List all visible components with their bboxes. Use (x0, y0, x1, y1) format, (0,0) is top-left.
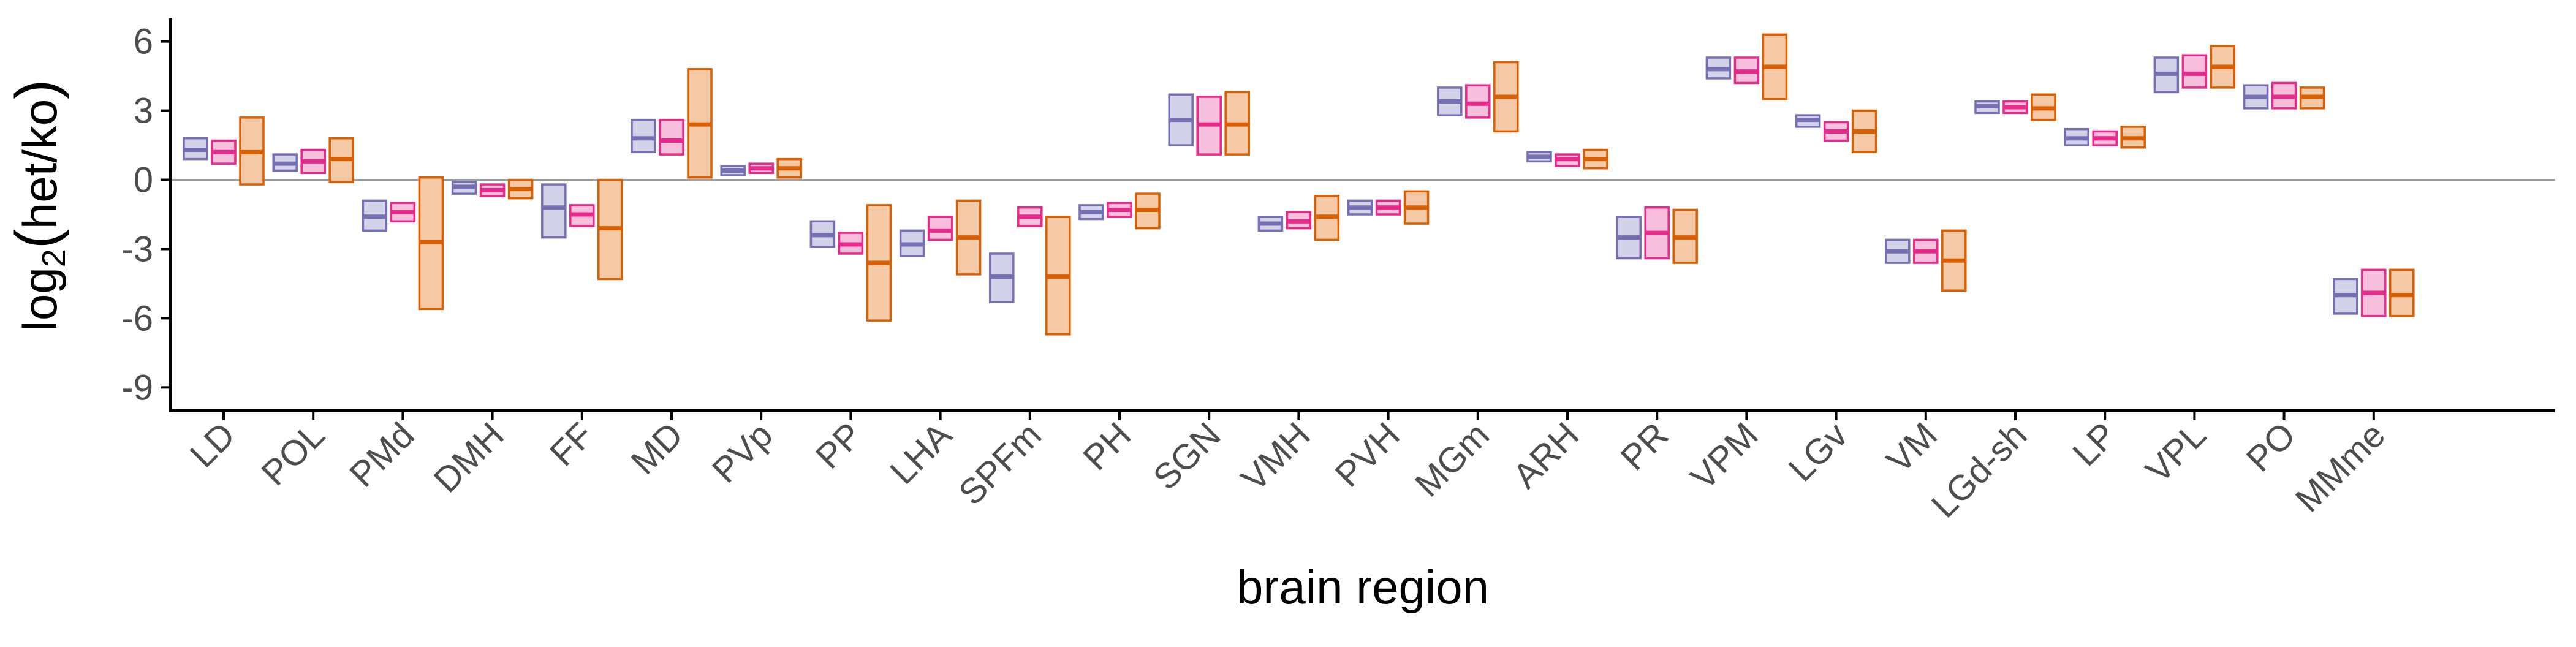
x-tick-label-spfm: SPFm (951, 415, 1049, 513)
x-tick-label-vpl: VPL (2138, 415, 2213, 490)
bar-vpl-s2 (2181, 54, 2208, 89)
x-tick-label-lgd-sh: LGd-sh (1924, 415, 2034, 525)
x-tick-label-ld: LD (183, 415, 243, 475)
y-axis-title: log2(het/ko) (4, 80, 72, 331)
y-tick-label: -3 (121, 229, 153, 269)
bar-mmme-s3 (2389, 268, 2415, 317)
x-tick-label-pmd: PMd (342, 415, 422, 494)
bar-md-s1 (631, 118, 656, 154)
x-tick-label-mmme: MMme (2288, 415, 2393, 520)
y-tick-label: 0 (134, 161, 153, 200)
y-axis-title-paren-close: ) (4, 80, 69, 99)
x-tick-label-md: MD (623, 415, 691, 482)
y-axis-title-log: log (13, 267, 67, 331)
x-tick-label-pr: PR (1613, 415, 1676, 478)
x-tick-label-vmh: VMH (1233, 415, 1317, 499)
x-tick-label-arh: ARH (1506, 415, 1587, 496)
y-tick-label: 3 (134, 91, 153, 131)
bar-mgm-s2 (1465, 84, 1491, 119)
bar-ff-s1 (541, 183, 567, 239)
y-ticks-group: 6 3 0 -3 -6 -9 (121, 22, 170, 407)
y-axis-title-inner: het/ko (13, 99, 67, 229)
x-tick-label-ph: PH (1075, 415, 1138, 478)
x-tick-label-dmh: DMH (426, 415, 511, 500)
bars-group (183, 33, 2415, 336)
y-tick-label: 6 (134, 22, 153, 62)
x-tick-label-po: PO (2239, 415, 2303, 479)
x-tick-label-lha: LHA (882, 415, 960, 492)
x-tick-label-pvh: PVH (1327, 415, 1407, 494)
bar-lha-s2 (927, 216, 953, 241)
y-axis-title-paren-open: ( (4, 229, 69, 249)
x-tick-label-pp: PP (808, 415, 870, 477)
x-tick-label-sgn: SGN (1146, 415, 1229, 498)
x-tick-label-ff: FF (542, 415, 601, 474)
axes-group (169, 18, 2555, 412)
x-tick-label-lgv: LGv (1781, 415, 1855, 489)
x-tick-label-lp: LP (2065, 415, 2124, 474)
y-axis-title-subscript: 2 (36, 249, 72, 267)
y-tick-label: -9 (121, 368, 153, 407)
x-tick-label-vm: VM (1879, 415, 1945, 480)
x-tick-label-pvp: PVp (705, 415, 780, 490)
x-tick-label-pol: POL (254, 415, 332, 493)
x-tick-label-vpm: VPM (1683, 415, 1766, 498)
x-tick-label-mgm: MGm (1407, 415, 1497, 504)
x-axis-title: brain region (1237, 560, 1489, 614)
y-tick-label: -6 (121, 298, 153, 338)
bar-md-s2 (659, 118, 684, 156)
